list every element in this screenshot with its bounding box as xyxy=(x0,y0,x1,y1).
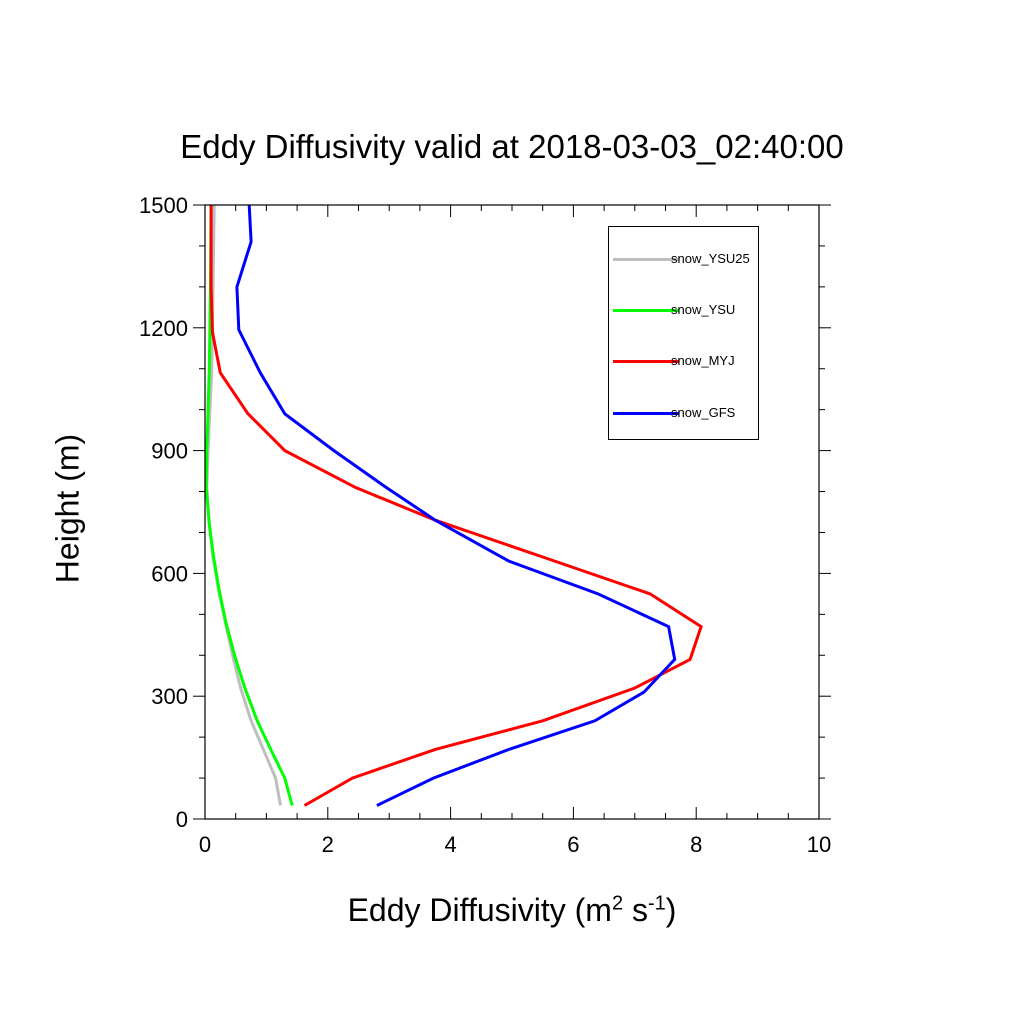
series-line-snow-ysu xyxy=(204,204,294,806)
x-axis-label-sup-1: 2 xyxy=(611,892,624,915)
legend-item-snow-gfs: snow_GFS xyxy=(609,403,760,423)
x-axis-label-end: ) xyxy=(665,892,677,928)
series-lines xyxy=(204,204,703,807)
y-tick-label: 300 xyxy=(151,684,188,709)
legend-swatch-snow-myj xyxy=(613,360,679,363)
legend-item-snow-ysu: snow_YSU xyxy=(609,300,760,320)
legend-swatch-snow-ysu xyxy=(613,309,679,312)
legend-swatch-snow-ysu25 xyxy=(613,258,679,261)
legend-label-snow-myj: snow_MYJ xyxy=(671,353,735,368)
y-tick-label: 0 xyxy=(176,807,188,832)
legend-label-snow-gfs: snow_GFS xyxy=(671,405,736,420)
x-tick-label: 10 xyxy=(807,832,831,857)
x-axis-label-sup-2: -1 xyxy=(647,892,666,915)
legend-swatch-snow-gfs xyxy=(613,412,679,415)
series-line-snow-myj xyxy=(209,205,703,807)
y-tick-label: 900 xyxy=(151,439,188,464)
axis-ticks xyxy=(193,204,831,820)
x-axis-label: Eddy Diffusivity (m2 s-1) xyxy=(205,892,819,929)
y-tick-label: 1500 xyxy=(139,193,188,218)
y-axis-label: Height (m) xyxy=(49,433,86,584)
chart-title: Eddy Diffusivity valid at 2018-03-03_02:… xyxy=(180,128,844,165)
x-tick-label: 8 xyxy=(690,832,702,857)
plot-frame xyxy=(204,204,820,820)
x-axis-label-text: Eddy Diffusivity (m xyxy=(347,892,612,928)
x-tick-label: 4 xyxy=(444,832,456,857)
legend-label-snow-ysu: snow_YSU xyxy=(671,302,736,317)
x-axis-label-mid: s xyxy=(623,892,648,928)
axis-tick-labels: 0 2 4 6 8 10 0 300 600 900 1200 1500 xyxy=(139,193,831,857)
y-tick-label: 600 xyxy=(151,561,188,586)
series-line-snow-ysu25 xyxy=(205,204,282,806)
x-tick-label: 0 xyxy=(199,832,211,857)
x-tick-label: 2 xyxy=(322,832,334,857)
legend: snow_YSU25 snow_YSU snow_MYJ snow_GFS xyxy=(608,226,759,440)
legend-label-snow-ysu25: snow_YSU25 xyxy=(671,251,750,266)
legend-item-snow-myj: snow_MYJ xyxy=(609,351,760,371)
legend-item-snow-ysu25: snow_YSU25 xyxy=(609,249,760,269)
series-line-snow-gfs xyxy=(235,204,677,807)
x-tick-label: 6 xyxy=(567,832,579,857)
y-tick-label: 1200 xyxy=(139,316,188,341)
